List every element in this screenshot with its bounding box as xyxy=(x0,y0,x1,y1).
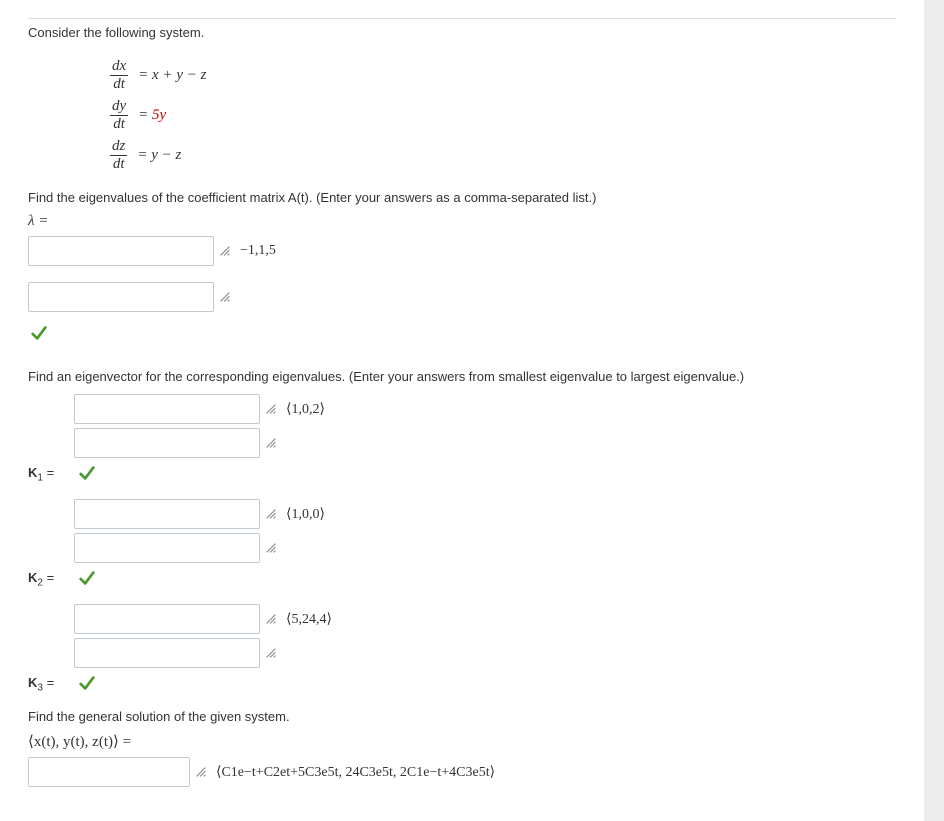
resize-handle-icon[interactable] xyxy=(264,541,278,555)
resize-handle-icon[interactable] xyxy=(264,436,278,450)
correct-check-icon xyxy=(78,674,96,695)
equation-row: dz dt = y − z xyxy=(110,138,896,172)
k2-input-top[interactable] xyxy=(74,499,260,529)
k3-label-row: K3 = xyxy=(28,674,896,695)
eigenvalue-input-2[interactable] xyxy=(28,282,214,312)
k2-group: ⟨1,0,0⟩ K2 = xyxy=(28,499,896,590)
equals-sign: = xyxy=(138,107,152,124)
general-solution-answer-row: ⟨C1e−t+C2et+5C3e5t, 24C3e5t, 2C1e−t+4C3e… xyxy=(28,757,896,787)
question-container: Consider the following system. dx dt = x… xyxy=(0,0,944,821)
correct-check-icon xyxy=(78,569,96,590)
resize-handle-icon[interactable] xyxy=(194,765,208,779)
eigenvector-instruction: Find an eigenvector for the correspondin… xyxy=(28,369,896,384)
correct-check-icon xyxy=(30,324,48,345)
top-border xyxy=(28,18,896,19)
k2-inputs: ⟨1,0,0⟩ xyxy=(74,499,896,563)
fraction-numerator: dx xyxy=(110,58,128,76)
resize-handle-icon[interactable] xyxy=(264,507,278,521)
k3-input-bottom[interactable] xyxy=(74,638,260,668)
eigenvalue-answer-row-2 xyxy=(28,282,896,312)
equation-rhs: x + y − z xyxy=(152,67,206,84)
equation-rhs: 5y xyxy=(152,107,166,124)
fraction-numerator: dz xyxy=(110,138,127,156)
k2-answer-display: ⟨1,0,0⟩ xyxy=(286,506,325,523)
k1-inputs: ⟨1,0,2⟩ xyxy=(74,394,896,458)
resize-handle-icon[interactable] xyxy=(264,612,278,626)
general-solution-answer-display: ⟨C1e−t+C2et+5C3e5t, 24C3e5t, 2C1e−t+4C3e… xyxy=(216,764,495,781)
lambda-label: λ = xyxy=(28,213,896,230)
resize-handle-icon[interactable] xyxy=(218,244,232,258)
eigenvalue-answer-row: −1,1,5 xyxy=(28,236,896,266)
eigenvalue-input[interactable] xyxy=(28,236,214,266)
k1-group: ⟨1,0,2⟩ K1 = xyxy=(28,394,896,485)
equals-sign: = xyxy=(138,67,152,84)
fraction: dx dt xyxy=(110,58,128,92)
intro-text: Consider the following system. xyxy=(28,25,896,40)
eigenvalue-instruction: Find the eigenvalues of the coefficient … xyxy=(28,190,896,205)
fraction-denominator: dt xyxy=(111,116,127,133)
k1-input-top[interactable] xyxy=(74,394,260,424)
general-solution-label: ⟨x(t), y(t), z(t)⟩ = xyxy=(28,732,896,751)
fraction-numerator: dy xyxy=(110,98,128,116)
k3-input-top[interactable] xyxy=(74,604,260,634)
k1-label-row: K1 = xyxy=(28,464,896,485)
correct-check-icon xyxy=(78,464,96,485)
k2-label-row: K2 = xyxy=(28,569,896,590)
k3-label: K3 = xyxy=(28,675,74,694)
k3-inputs: ⟨5,24,4⟩ xyxy=(74,604,896,668)
k1-input-bottom[interactable] xyxy=(74,428,260,458)
k1-label: K1 = xyxy=(28,465,74,484)
k3-group: ⟨5,24,4⟩ K3 = xyxy=(28,604,896,695)
k1-answer-display: ⟨1,0,2⟩ xyxy=(286,401,325,418)
fraction-denominator: dt xyxy=(111,156,127,173)
equation-block: dx dt = x + y − z dy dt = 5y dz dt = y −… xyxy=(110,58,896,172)
general-solution-instruction: Find the general solution of the given s… xyxy=(28,709,896,724)
resize-handle-icon[interactable] xyxy=(264,402,278,416)
fraction-denominator: dt xyxy=(111,76,127,93)
equation-row: dx dt = x + y − z xyxy=(110,58,896,92)
equation-row: dy dt = 5y xyxy=(110,98,896,132)
equation-rhs: y − z xyxy=(151,147,181,164)
k2-input-bottom[interactable] xyxy=(74,533,260,563)
general-solution-input[interactable] xyxy=(28,757,190,787)
resize-handle-icon[interactable] xyxy=(218,290,232,304)
resize-handle-icon[interactable] xyxy=(264,646,278,660)
k2-label: K2 = xyxy=(28,570,74,589)
fraction: dy dt xyxy=(110,98,128,132)
fraction: dz dt xyxy=(110,138,127,172)
eigenvalue-answer-display: −1,1,5 xyxy=(240,243,276,259)
k3-answer-display: ⟨5,24,4⟩ xyxy=(286,611,332,628)
equals-sign: = xyxy=(137,147,151,164)
